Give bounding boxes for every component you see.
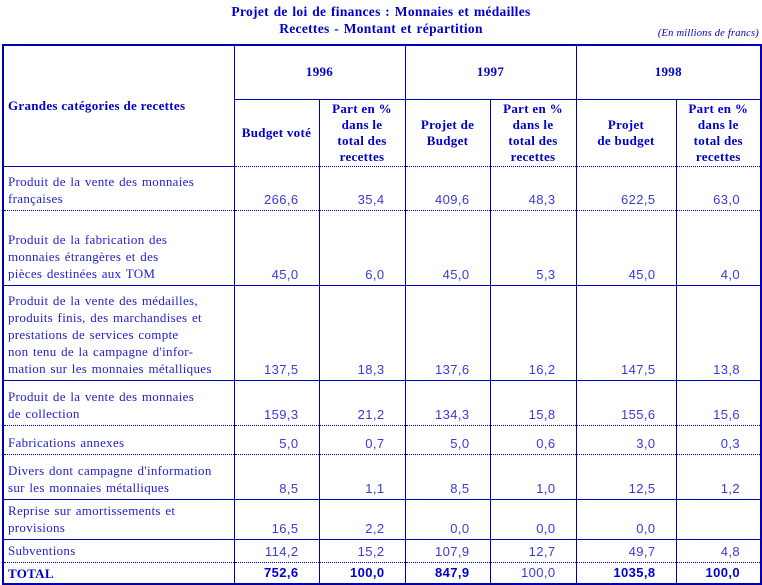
- cell-value: 266,6: [233, 166, 319, 211]
- cell-value: 0,6: [489, 425, 577, 455]
- cell-value: 13,8: [675, 285, 762, 381]
- cell-value: 137,5: [233, 285, 319, 381]
- cell-value: 0,3: [675, 425, 762, 455]
- table-row: Divers dont campagne d'information sur l…: [2, 454, 762, 500]
- cell-value: 1035,8: [575, 562, 677, 584]
- total-row: TOTAL 752,6 100,0 847,9 100,0 1035,8 100…: [2, 562, 762, 584]
- cell-value: 134,3: [404, 380, 491, 426]
- cell-value: 2,2: [318, 499, 406, 540]
- cell-value: 107,9: [404, 539, 491, 563]
- subheader-1997-amount: Projet de Budget: [404, 99, 491, 167]
- cell-value: 4,0: [675, 210, 762, 286]
- sub-header-row: Budget voté Part en % dans le total des …: [3, 99, 762, 167]
- table-header: Grandes catégories de recettes 1996 1997…: [2, 45, 762, 167]
- table-row: Reprise sur amortissements et provisions…: [2, 499, 762, 540]
- cell-value: 21,2: [318, 380, 406, 426]
- subheader-1998-amount: Projet de budget: [575, 99, 677, 167]
- table-row: Subventions 114,2 15,2 107,9 12,7 49,7 4…: [2, 539, 762, 563]
- total-label: TOTAL: [2, 562, 234, 584]
- cell-value: 137,6: [404, 285, 491, 381]
- cell-value: 45,0: [404, 210, 491, 286]
- cell-value: 3,0: [575, 425, 677, 455]
- row-label: Subventions: [2, 539, 234, 563]
- cell-value: 0,7: [318, 425, 406, 455]
- year-header-row: Grandes catégories de recettes 1996 1997…: [2, 45, 762, 167]
- cell-value: 16,2: [489, 285, 577, 381]
- cell-value: 8,5: [233, 454, 319, 500]
- table-row: Produit de la fabrication des monnaies é…: [2, 210, 762, 286]
- table-row: Produit de la vente des monnaies de coll…: [2, 380, 762, 426]
- cell-value: 15,2: [318, 539, 406, 563]
- cell-value: 622,5: [575, 166, 677, 211]
- cell-value: 1,2: [675, 454, 762, 500]
- subheader-1997-share: Part en % dans le total des recettes: [489, 99, 577, 167]
- table-body: Produit de la vente des monnaies françai…: [2, 166, 762, 584]
- subheader-1996-amount: Budget voté: [233, 99, 319, 167]
- row-label: Reprise sur amortissements et provisions: [2, 499, 234, 540]
- cell-value: 48,3: [489, 166, 577, 211]
- row-label: Fabrications annexes: [2, 425, 234, 455]
- table-row: Fabrications annexes 5,0 0,7 5,0 0,6 3,0…: [2, 425, 762, 455]
- row-label: Divers dont campagne d'information sur l…: [2, 454, 234, 500]
- cell-value: 114,2: [233, 539, 319, 563]
- cell-value: 63,0: [675, 166, 762, 211]
- row-label: Produit de la vente des monnaies de coll…: [2, 380, 234, 426]
- row-label: Produit de la vente des monnaies françai…: [2, 166, 234, 211]
- cell-value: 409,6: [404, 166, 491, 211]
- cell-value: 45,0: [233, 210, 319, 286]
- cell-value: 16,5: [233, 499, 319, 540]
- cell-value: 6,0: [318, 210, 406, 286]
- cell-value: 1,1: [318, 454, 406, 500]
- year-header-1998: 1998: [575, 45, 762, 100]
- cell-value: 100,0: [318, 562, 406, 584]
- cell-value: 159,3: [233, 380, 319, 426]
- row-label: Produit de la fabrication des monnaies é…: [2, 210, 234, 286]
- corner-header: Grandes catégories de recettes: [2, 45, 234, 167]
- cell-value: 155,6: [575, 380, 677, 426]
- cell-value: 0,0: [489, 499, 577, 540]
- year-header-1996: 1996: [233, 45, 406, 100]
- cell-value: 147,5: [575, 285, 677, 381]
- cell-value: 35,4: [318, 166, 406, 211]
- subheader-1998-share: Part en % dans le total des recettes: [675, 99, 762, 167]
- page-title-line1: Projet de loi de finances : Monnaies et …: [231, 4, 531, 19]
- cell-value: 752,6: [233, 562, 319, 584]
- cell-value: 5,3: [489, 210, 577, 286]
- units-note: (En millions de francs): [657, 28, 759, 39]
- cell-value: 100,0: [489, 562, 577, 584]
- cell-value: 5,0: [404, 425, 491, 455]
- table-row: Produit de la vente des médailles, produ…: [2, 285, 762, 381]
- cell-value: 49,7: [575, 539, 677, 563]
- cell-value: 45,0: [575, 210, 677, 286]
- cell-value: 15,6: [675, 380, 762, 426]
- cell-value: 0,0: [575, 499, 677, 540]
- cell-value: 12,5: [575, 454, 677, 500]
- cell-value: 100,0: [675, 562, 762, 584]
- table-row: Produit de la vente des monnaies françai…: [2, 166, 762, 211]
- page-title-line2: Recettes - Montant et répartition: [279, 21, 483, 36]
- cell-value: 4,8: [675, 539, 762, 563]
- cell-value: 0,0: [404, 499, 491, 540]
- cell-value: 847,9: [404, 562, 491, 584]
- year-header-1997: 1997: [404, 45, 577, 100]
- subheader-1996-share: Part en % dans le total des recettes: [318, 99, 406, 167]
- cell-value: 8,5: [404, 454, 491, 500]
- row-label: Produit de la vente des médailles, produ…: [2, 285, 234, 381]
- recettes-table: Grandes catégories de recettes 1996 1997…: [2, 44, 762, 585]
- cell-value: 12,7: [489, 539, 577, 563]
- cell-value: 15,8: [489, 380, 577, 426]
- cell-value: 18,3: [318, 285, 406, 381]
- cell-value: [675, 499, 762, 540]
- cell-value: 1,0: [489, 454, 577, 500]
- cell-value: 5,0: [233, 425, 319, 455]
